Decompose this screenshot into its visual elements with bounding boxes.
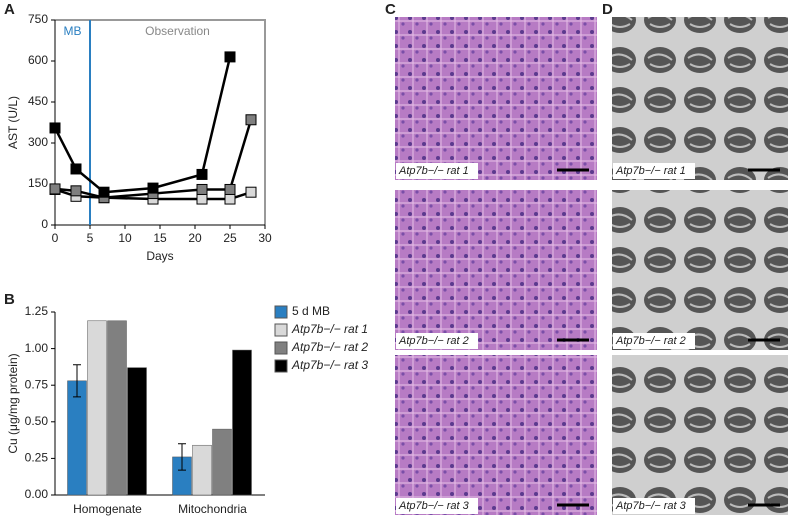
bar bbox=[107, 320, 127, 496]
x-tick-label: 30 bbox=[258, 231, 272, 245]
marker bbox=[224, 51, 236, 63]
marker bbox=[70, 163, 82, 175]
y-tick-label: 1.25 bbox=[25, 304, 49, 318]
legend-swatch bbox=[274, 305, 288, 319]
marker bbox=[49, 183, 61, 195]
legend-label: Atp7b−/− rat 3 bbox=[291, 358, 368, 372]
plot-frame bbox=[55, 19, 266, 225]
y-tick-label: 150 bbox=[28, 176, 48, 190]
micrograph bbox=[612, 355, 788, 515]
image-label-box bbox=[613, 163, 695, 179]
marker bbox=[245, 114, 257, 126]
y-axis-label: AST (U/L) bbox=[6, 96, 20, 149]
marker bbox=[196, 193, 208, 205]
image-label: Atp7b−/− rat 3 bbox=[615, 500, 687, 512]
marker bbox=[224, 183, 236, 195]
bar bbox=[87, 320, 107, 496]
x-tick-label: 5 bbox=[87, 231, 94, 245]
panel-label: B bbox=[4, 291, 15, 308]
y-tick-label: 750 bbox=[28, 12, 48, 26]
legend-swatch bbox=[274, 341, 288, 355]
annotation: Observation bbox=[145, 24, 210, 38]
x-tick-label: 15 bbox=[153, 231, 167, 245]
marker bbox=[224, 193, 236, 205]
image-label-box bbox=[396, 163, 478, 179]
bar bbox=[212, 428, 232, 496]
x-axis-label: Days bbox=[146, 249, 173, 263]
marker bbox=[98, 186, 110, 198]
marker bbox=[196, 168, 208, 180]
bar bbox=[192, 444, 212, 496]
x-tick-label: 0 bbox=[52, 231, 59, 245]
bar bbox=[67, 380, 87, 496]
image-label-box bbox=[613, 333, 695, 349]
marker bbox=[196, 183, 208, 195]
marker bbox=[49, 122, 61, 134]
bar bbox=[232, 349, 252, 496]
legend-label: Atp7b−/− rat 1 bbox=[291, 322, 368, 336]
series-line bbox=[53, 56, 232, 194]
x-tick-label: 10 bbox=[118, 231, 132, 245]
legend-label: Atp7b−/− rat 2 bbox=[291, 340, 368, 354]
y-tick-label: 600 bbox=[28, 53, 48, 67]
x-tick-label: Mitochondria bbox=[178, 502, 247, 516]
panel-label: A bbox=[4, 1, 15, 18]
image-label-box bbox=[396, 333, 478, 349]
y-axis-label: Cu (μg/mg protein) bbox=[6, 353, 20, 453]
y-tick-label: 0.50 bbox=[25, 414, 49, 428]
panel-label: C bbox=[385, 1, 396, 18]
micrograph bbox=[612, 190, 788, 350]
marker bbox=[245, 186, 257, 198]
micrograph bbox=[395, 17, 597, 180]
x-tick-label: 20 bbox=[188, 231, 202, 245]
marker bbox=[70, 185, 82, 197]
panel-label: D bbox=[602, 1, 613, 18]
x-tick-label: 25 bbox=[223, 231, 237, 245]
y-tick-label: 0.00 bbox=[25, 487, 49, 501]
error-bar bbox=[178, 443, 186, 471]
y-tick-label: 1.00 bbox=[25, 341, 49, 355]
legend-label: 5 d MB bbox=[292, 304, 330, 318]
marker bbox=[147, 182, 159, 194]
image-label: Atp7b−/− rat 1 bbox=[615, 165, 686, 177]
image-label-box bbox=[613, 498, 695, 514]
legend-swatch bbox=[274, 359, 288, 373]
image-label: Atp7b−/− rat 1 bbox=[398, 165, 469, 177]
micrograph bbox=[612, 17, 788, 180]
y-tick-label: 0 bbox=[41, 217, 48, 231]
image-label: Atp7b−/− rat 3 bbox=[398, 500, 470, 512]
x-tick-label: Homogenate bbox=[73, 502, 142, 516]
image-label-box bbox=[396, 498, 478, 514]
error-bar bbox=[73, 364, 81, 398]
image-label: Atp7b−/− rat 2 bbox=[398, 335, 469, 347]
bar bbox=[127, 367, 147, 496]
y-tick-label: 0.25 bbox=[25, 451, 49, 465]
y-tick-label: 300 bbox=[28, 135, 48, 149]
image-label: Atp7b−/− rat 2 bbox=[615, 335, 686, 347]
legend-swatch bbox=[274, 323, 288, 337]
micrograph bbox=[395, 190, 597, 350]
y-tick-label: 0.75 bbox=[25, 377, 49, 391]
annotation: MB bbox=[64, 24, 82, 38]
y-tick-label: 450 bbox=[28, 94, 48, 108]
micrograph bbox=[395, 355, 597, 515]
